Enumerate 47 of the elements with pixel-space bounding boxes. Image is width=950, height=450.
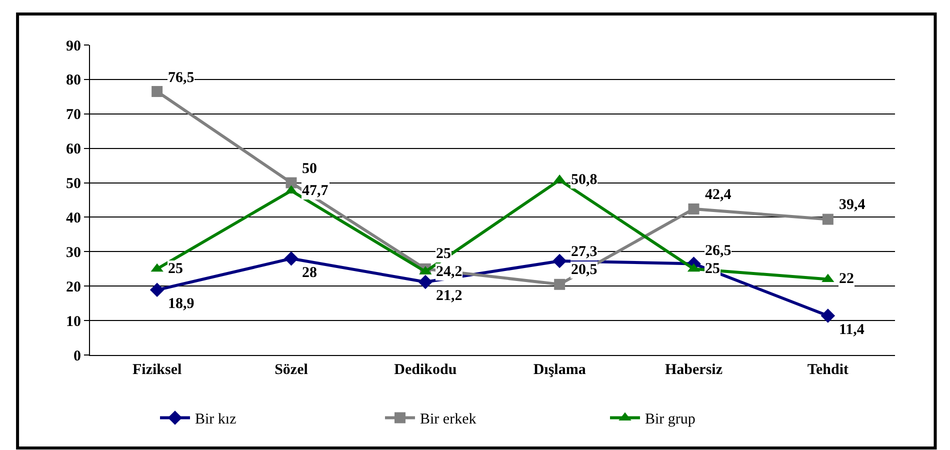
data-label: 25 — [436, 246, 451, 262]
point — [152, 86, 163, 97]
point — [284, 251, 298, 266]
y-tick-label: 50 — [66, 176, 81, 192]
y-tick-label: 30 — [66, 244, 81, 261]
y-tick-label: 40 — [66, 210, 81, 226]
point — [554, 278, 566, 290]
x-tick-label: Sözel — [274, 362, 308, 378]
data-label: 22 — [839, 271, 854, 287]
data-label: 20,5 — [571, 262, 598, 278]
point — [286, 177, 297, 188]
data-label: 50 — [302, 161, 317, 177]
x-tick-label: Dedikodu — [394, 362, 457, 378]
point — [820, 308, 836, 323]
legend-label: Bir grup — [645, 412, 696, 428]
x-tick-label: Dışlama — [533, 362, 586, 378]
legend-label: Bir erkek — [420, 412, 477, 428]
point — [418, 274, 433, 290]
data-label: 76,5 — [168, 70, 194, 86]
data-label: 39,4 — [839, 197, 866, 213]
data-label: 25 — [705, 261, 720, 277]
y-tick-label: 90 — [66, 38, 81, 54]
data-label: 26,5 — [705, 243, 732, 259]
legend-label: Bir kız — [195, 412, 237, 428]
x-tick-label: Tehdit — [807, 362, 848, 378]
point — [150, 282, 164, 298]
point — [552, 254, 567, 268]
data-label: 47,7 — [302, 183, 329, 199]
y-tick-label: 10 — [66, 314, 81, 330]
data-label: 42,4 — [705, 187, 732, 203]
data-label: 28 — [302, 265, 317, 281]
y-tick-label: 0 — [74, 348, 81, 364]
data-label: 11,4 — [839, 322, 865, 338]
x-tick-label: Fiziksel — [132, 362, 182, 378]
data-label: 21,2 — [436, 288, 462, 304]
y-tick-label: 60 — [66, 142, 81, 158]
data-label: 24,2 — [436, 264, 462, 280]
y-tick-label: 20 — [66, 279, 81, 296]
data-label: 50,8 — [571, 172, 598, 188]
x-tick-label: Habersiz — [665, 362, 723, 378]
y-tick-label: 70 — [66, 107, 81, 124]
data-label: 25 — [168, 261, 183, 277]
data-label: 18,9 — [168, 296, 194, 312]
point — [822, 214, 834, 225]
y-tick-label: 80 — [66, 72, 81, 89]
point — [688, 203, 700, 214]
data-label: 27,3 — [571, 244, 598, 260]
